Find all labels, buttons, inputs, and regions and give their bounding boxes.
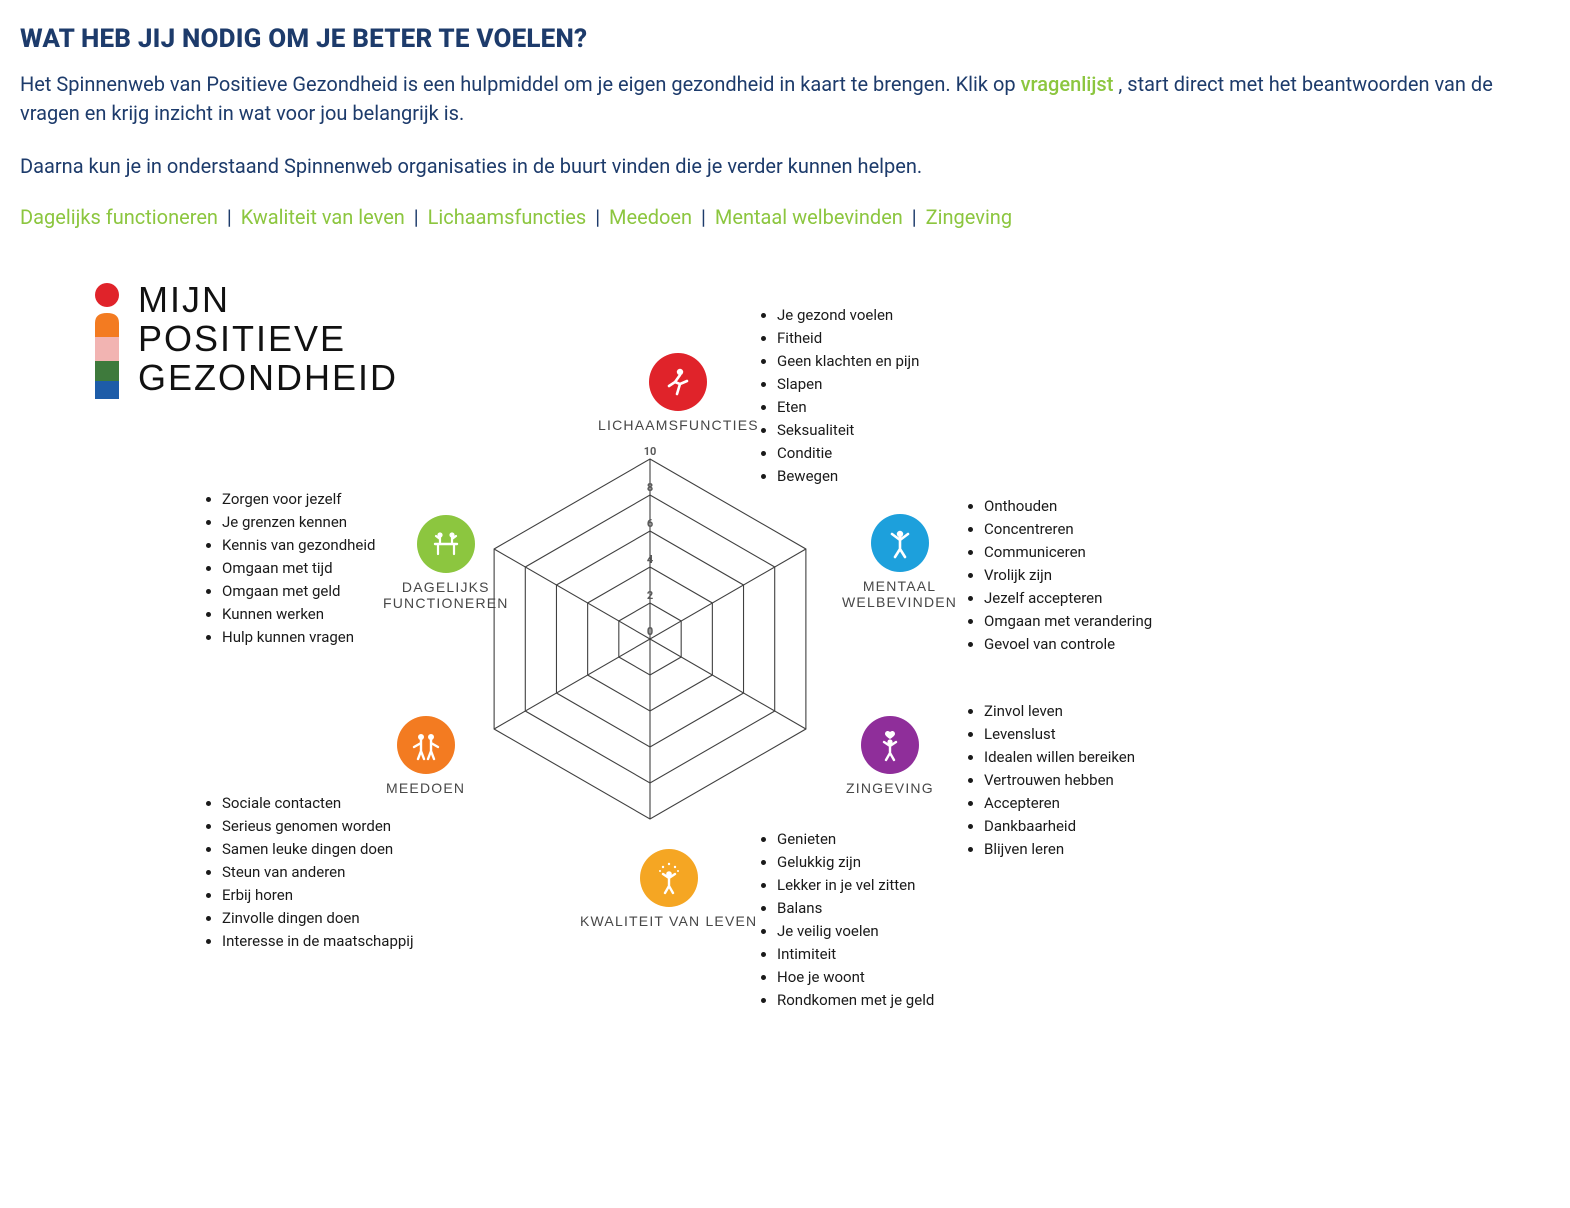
intro-block: Het Spinnenweb van Positieve Gezondheid … [20,70,1550,181]
category-link-dagelijks-functioneren[interactable]: Dagelijks functioneren [20,205,218,229]
list-item: Vrolijk zijn [984,565,1152,586]
list-item: Zorgen voor jezelf [222,489,376,510]
intro-p1: Het Spinnenweb van Positieve Gezondheid … [20,70,1550,128]
list-item: Omgaan met verandering [984,611,1152,632]
list-item: Kennis van gezondheid [222,535,376,556]
axis-mentaal: MENTAAL WELBEVINDEN [842,514,957,610]
list-item: Onthouden [984,496,1152,517]
list-item: Dankbaarheid [984,816,1135,837]
dagelijks-icon [417,515,475,573]
list-item: Je gezond voelen [777,305,919,326]
radar-tick-8: 8 [647,481,653,494]
kwaliteit-icon [640,849,698,907]
axis-zingeving: ZINGEVING [846,716,934,796]
list-item: Sociale contacten [222,793,414,814]
category-link-meedoen[interactable]: Meedoen [609,205,692,229]
list-item: Vertrouwen hebben [984,770,1135,791]
radar-tick-6: 6 [647,517,653,530]
list-item: Rondkomen met je geld [777,990,934,1011]
list-item: Serieus genomen worden [222,816,414,837]
list-item: Geen klachten en pijn [777,351,919,372]
category-link-zingeving[interactable]: Zingeving [926,205,1012,229]
list-item: Intimiteit [777,944,934,965]
list-item: Gevoel van controle [984,634,1152,655]
list-item: Gelukkig zijn [777,852,934,873]
list-item: Seksualiteit [777,420,919,441]
list-item: Erbij horen [222,885,414,906]
category-link-mentaal-welbevinden[interactable]: Mentaal welbevinden [715,205,903,229]
list-item: Omgaan met tijd [222,558,376,579]
list-item: Zinvol leven [984,701,1135,722]
list-item: Accepteren [984,793,1135,814]
intro-p2: Daarna kun je in onderstaand Spinnenweb … [20,152,1550,181]
list-item: Lekker in je vel zitten [777,875,934,896]
list-item: Genieten [777,829,934,850]
category-links-row: Dagelijks functioneren | Kwaliteit van l… [20,205,1550,229]
category-link-lichaamsfuncties[interactable]: Lichaamsfuncties [428,205,587,229]
axis-kwaliteit: KWALITEIT VAN LEVEN [580,849,757,929]
list-item: Concentreren [984,519,1152,540]
lichaamsfuncties-icon [649,353,707,411]
list-item: Kunnen werken [222,604,376,625]
list-item: Slapen [777,374,919,395]
zingeving-icon [861,716,919,774]
list-item: Bewegen [777,466,919,487]
list-item: Je grenzen kennen [222,512,376,533]
vragenlijst-link[interactable]: vragenlijst [1021,72,1114,96]
list-item: Blijven leren [984,839,1135,860]
list-item: Communiceren [984,542,1152,563]
list-item: Hoe je woont [777,967,934,988]
radar-tick-2: 2 [647,589,653,602]
separator: | [907,205,922,229]
separator: | [409,205,424,229]
list-item: Hulp kunnen vragen [222,627,376,648]
items-zingeving: Zinvol levenLevenslustIdealen willen ber… [962,699,1135,862]
axis-lichaamsfuncties: LICHAAMSFUNCTIES [598,353,759,433]
list-item: Steun van anderen [222,862,414,883]
list-item: Balans [777,898,934,919]
list-item: Eten [777,397,919,418]
axis-label-zingeving: ZINGEVING [846,780,934,796]
list-item: Levenslust [984,724,1135,745]
page-title: WAT HEB JIJ NODIG OM JE BETER TE VOELEN? [20,24,1550,54]
meedoen-icon [397,716,455,774]
items-mentaal: OnthoudenConcentrerenCommunicerenVrolijk… [962,494,1152,657]
items-lichaamsfuncties: Je gezond voelenFitheidGeen klachten en … [755,303,919,489]
items-dagelijks: Zorgen voor jezelfJe grenzen kennenKenni… [200,487,376,650]
list-item: Omgaan met geld [222,581,376,602]
list-item: Je veilig voelen [777,921,934,942]
axis-dagelijks: DAGELIJKS FUNCTIONEREN [383,515,509,611]
radar-tick-4: 4 [647,553,653,566]
list-item: Idealen willen bereiken [984,747,1135,768]
separator: | [696,205,711,229]
list-item: Interesse in de maatschappij [222,931,414,952]
axis-label-lichaamsfuncties: LICHAAMSFUNCTIES [598,417,759,433]
axis-label-dagelijks: DAGELIJKS FUNCTIONEREN [383,579,509,611]
radar-tick-10: 10 [644,445,657,458]
axis-label-kwaliteit: KWALITEIT VAN LEVEN [580,913,757,929]
intro-p1a: Het Spinnenweb van Positieve Gezondheid … [20,72,1021,96]
mentaal-icon [871,514,929,572]
separator: | [222,205,237,229]
separator: | [590,205,605,229]
items-kwaliteit: GenietenGelukkig zijnLekker in je vel zi… [755,827,934,1013]
spiderweb-diagram: MIJN POSITIEVE GEZONDHEID 0246810LICHAAM… [70,269,1270,1049]
axis-meedoen: MEEDOEN [386,716,465,796]
list-item: Fitheid [777,328,919,349]
list-item: Zinvolle dingen doen [222,908,414,929]
list-item: Jezelf accepteren [984,588,1152,609]
axis-label-mentaal: MENTAAL WELBEVINDEN [842,578,957,610]
list-item: Samen leuke dingen doen [222,839,414,860]
category-link-kwaliteit-van-leven[interactable]: Kwaliteit van leven [241,205,405,229]
list-item: Conditie [777,443,919,464]
items-meedoen: Sociale contactenSerieus genomen wordenS… [200,791,414,954]
radar-tick-0: 0 [647,625,653,638]
